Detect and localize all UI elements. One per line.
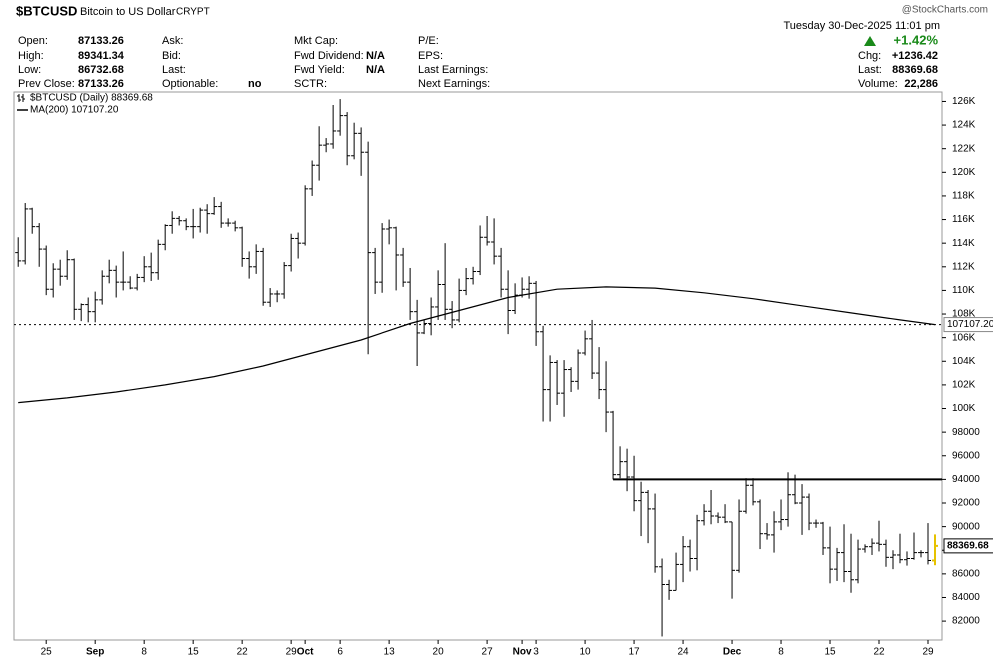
y-tick-label: 90000 [952, 521, 980, 532]
y-tick-label: 82000 [952, 616, 980, 627]
x-tick-label: 22 [237, 647, 249, 658]
x-tick-label: 13 [384, 647, 396, 658]
change-pct: +1.42% [894, 32, 939, 47]
datetime: Tuesday 30-Dec-2025 11:01 pm [783, 20, 940, 32]
y-tick-label: 118K [952, 191, 975, 202]
chg-value: +1236.42 [892, 50, 938, 62]
x-tick-label: 29 [922, 647, 934, 658]
field-label: Low: [18, 64, 41, 76]
price-label-box [943, 538, 993, 554]
y-tick-label: 96000 [952, 450, 980, 461]
x-tick-label: Oct [297, 647, 314, 658]
y-tick-label: 108K [952, 309, 976, 320]
plot-frame [13, 91, 943, 641]
y-tick-label: 116K [952, 214, 975, 225]
field-label: Prev Close: [18, 78, 75, 90]
field-value: N/A [366, 50, 385, 62]
y-tick-label: 122K [952, 143, 976, 154]
legend-bar-icon [17, 94, 25, 102]
x-tick-label: 24 [677, 647, 689, 658]
field-label: High: [18, 50, 44, 62]
x-tick-label: 15 [824, 647, 836, 658]
x-tick-label: 29 [286, 647, 298, 658]
field-label: Bid: [162, 50, 181, 62]
field-label: Next Earnings: [418, 78, 490, 90]
field-label: Open: [18, 35, 48, 47]
x-tick-label: 15 [188, 647, 200, 658]
y-tick-label: 102K [952, 380, 976, 391]
y-tick-label: 120K [952, 167, 976, 178]
field-value: N/A [366, 64, 385, 76]
field-value: 87133.26 [78, 35, 124, 47]
y-tick-label: 98000 [952, 427, 980, 438]
symbol: $BTCUSD [16, 3, 77, 18]
field-value: 86732.68 [78, 64, 124, 76]
x-tick-label: Nov [513, 647, 532, 658]
field-label: Last Earnings: [418, 64, 488, 76]
y-tick-label: 110K [952, 285, 975, 296]
y-tick-label: 114K [952, 238, 975, 249]
y-tick-label: 106K [952, 332, 976, 343]
field-label: Last: [162, 64, 186, 76]
volume-label: Volume: [858, 78, 898, 90]
field-label: Ask: [162, 35, 183, 47]
y-tick-label: 86000 [952, 569, 980, 580]
field-label: Mkt Cap: [294, 35, 338, 47]
volume-value: 22,286 [904, 78, 938, 90]
y-tick-label: 104K [952, 356, 976, 367]
price-label: 107107.20 [947, 319, 993, 330]
symbol-name: Bitcoin to US Dollar [80, 6, 176, 18]
field-value: 87133.26 [78, 78, 124, 90]
legend-ma: MA(200) 107107.20 [30, 105, 119, 116]
up-arrow [864, 36, 876, 46]
brand: @StockCharts.com [902, 5, 988, 16]
field-label: Optionable: [162, 78, 218, 90]
x-tick-label: 3 [533, 647, 539, 658]
y-tick-label: 124K [952, 120, 976, 131]
field-label: Fwd Dividend: [294, 50, 364, 62]
last-label: Last: [858, 64, 882, 76]
y-tick-label: 94000 [952, 474, 980, 485]
x-tick-label: Dec [723, 647, 742, 658]
field-label: EPS: [418, 50, 443, 62]
x-tick-label: 8 [778, 647, 784, 658]
y-tick-label: 92000 [952, 498, 980, 509]
x-tick-label: 27 [482, 647, 494, 658]
field-label: P/E: [418, 35, 439, 47]
header-fields: Open: 87133.26 High: 89341.34 Low: 86732.68Pr… [18, 35, 490, 90]
last-value: 88369.68 [892, 64, 938, 76]
x-tick-label: 25 [41, 647, 53, 658]
exchange: CRYPT [176, 7, 210, 18]
x-tick-label: 20 [433, 647, 445, 658]
x-tick-label: 6 [337, 647, 343, 658]
x-tick-label: 10 [580, 647, 592, 658]
price-label: 88369.68 [947, 541, 989, 552]
y-tick-label: 100K [952, 403, 976, 414]
y-tick-label: 84000 [952, 592, 980, 603]
field-value: 89341.34 [78, 50, 125, 62]
y-tick-label: 112K [952, 261, 975, 272]
y-tick-label: 126K [952, 96, 976, 107]
x-tick-label: Sep [86, 647, 104, 658]
field-label: Fwd Yield: [294, 64, 345, 76]
chg-label: Chg: [858, 50, 881, 62]
x-tick-label: 8 [141, 647, 147, 658]
x-tick-label: 17 [629, 647, 641, 658]
field-value: no [248, 78, 262, 90]
legend-price: $BTCUSD (Daily) 88369.68 [30, 93, 153, 104]
field-label: SCTR: [294, 78, 327, 90]
price-label-box [943, 317, 993, 333]
x-tick-label: 22 [873, 647, 885, 658]
ma-line [18, 286, 936, 404]
